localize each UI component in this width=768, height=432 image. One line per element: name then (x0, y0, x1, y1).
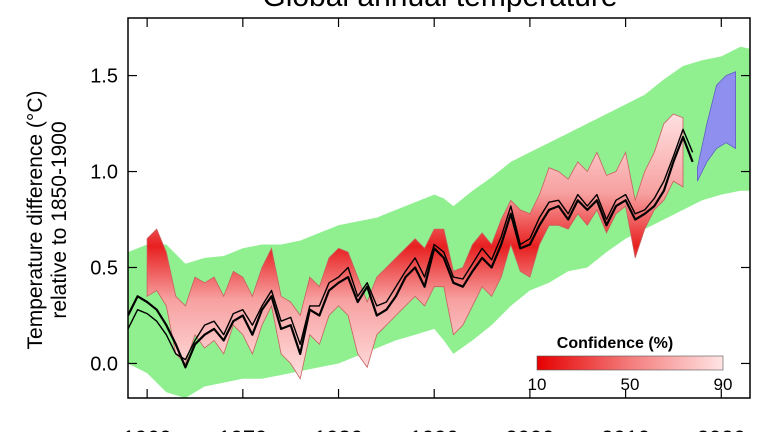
y-axis: 0.0 0.5 1.0 1.5 (90, 66, 750, 375)
x-tick-label: 1990 (410, 426, 459, 432)
y-axis-label-line1: Temperature difference (°C) (24, 91, 47, 350)
legend-title: Confidence (%) (557, 335, 673, 352)
y-tick-label: 0.0 (90, 353, 118, 375)
plot-frame (127, 17, 751, 399)
plot-area (128, 46, 750, 398)
x-axis: 1960 1970 1980 1990 2000 2010 2020 (123, 18, 746, 432)
y-tick-label: 0.5 (90, 257, 118, 279)
y-axis-label: Temperature difference (°C) relative to … (24, 91, 71, 350)
y-tick-label: 1.0 (90, 162, 118, 184)
y-axis-label-line2: relative to 1850-1900 (48, 121, 71, 318)
x-tick-label: 2000 (505, 426, 554, 432)
x-tick-label: 2020 (697, 426, 746, 432)
x-tick-label: 1980 (314, 426, 363, 432)
x-tick-label: 1970 (218, 426, 267, 432)
x-tick-label: 2010 (601, 426, 650, 432)
x-tick-label: 1960 (123, 426, 172, 432)
legend-tick-label: 10 (528, 375, 547, 394)
forecast-band (697, 71, 736, 182)
y-tick-label: 1.5 (90, 66, 118, 88)
legend-tick-label: 50 (621, 375, 640, 394)
chart-title: Global annual temperature (262, 0, 617, 13)
observation-line-2 (128, 128, 694, 361)
legend-colorbar (536, 355, 724, 371)
legend-tick-label: 90 (714, 375, 733, 394)
confidence-band (146, 113, 684, 380)
observation-line-1 (128, 135, 694, 369)
legend: Confidence (%) 10 50 90 (528, 335, 733, 394)
observation-lines (128, 128, 694, 369)
